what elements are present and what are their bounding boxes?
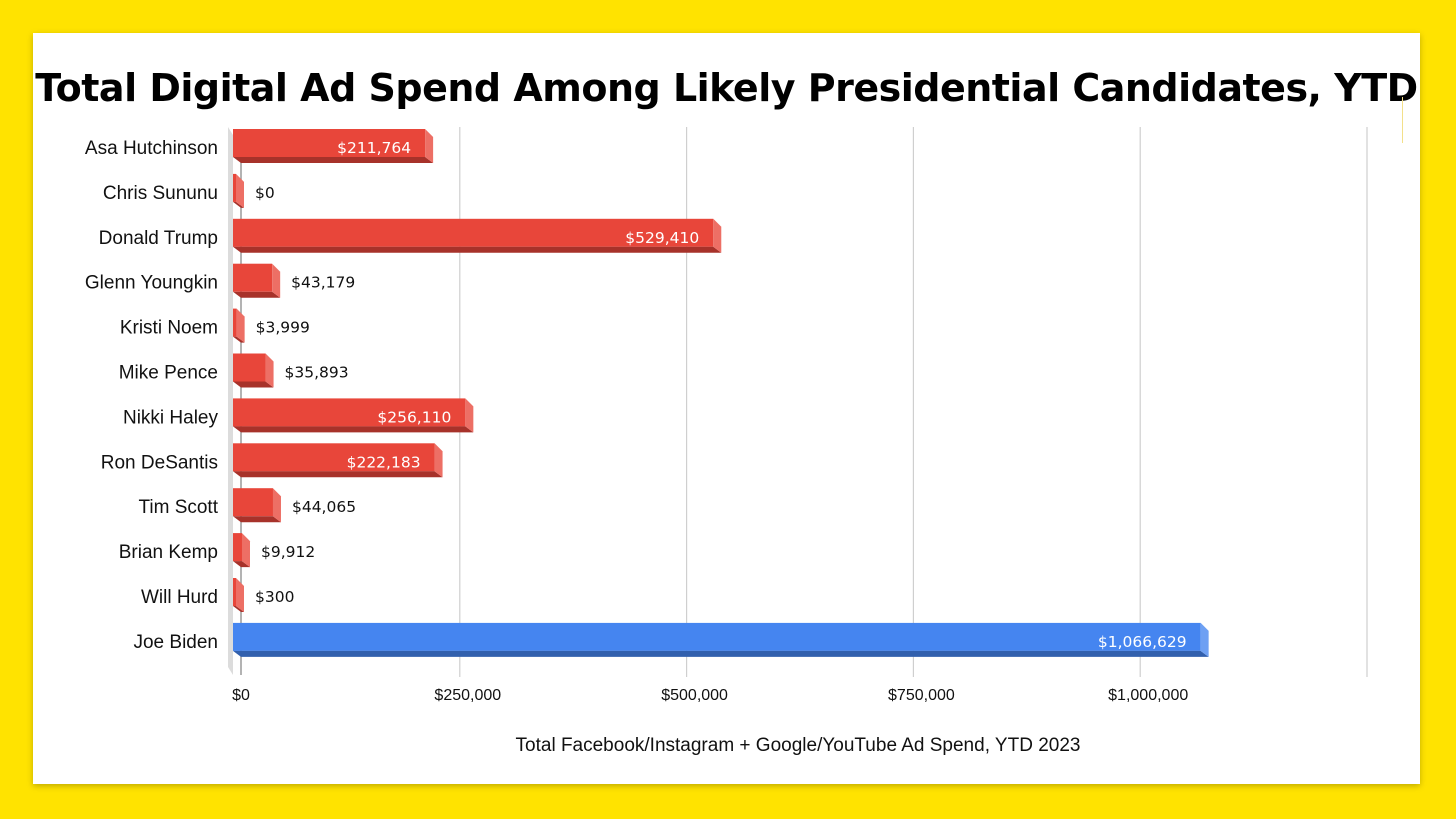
- bar-end-face: [272, 488, 281, 523]
- category-label: Chris Sununu: [103, 183, 218, 204]
- bar-end-face: [425, 129, 434, 163]
- bar: [233, 173, 236, 202]
- x-tick-label: $500,000: [661, 687, 728, 704]
- bar: [233, 533, 242, 562]
- decorative-line: [1402, 97, 1403, 143]
- x-tick-label: $750,000: [888, 687, 955, 704]
- bar-bottom-face: [233, 561, 250, 568]
- bar: [233, 488, 273, 517]
- chart-title: Total Digital Ad Spend Among Likely Pres…: [35, 66, 1418, 110]
- x-tick-label: $1,000,000: [1108, 687, 1188, 704]
- bars: [233, 129, 1209, 657]
- bar-bottom-face: [233, 650, 1209, 657]
- category-label: Kristi Noem: [120, 318, 218, 339]
- bar: [233, 218, 714, 247]
- bar-bottom-face: [233, 336, 245, 343]
- value-label: $0: [255, 184, 275, 202]
- bar-end-face: [236, 308, 245, 343]
- bar: [233, 353, 266, 382]
- value-label: $43,179: [291, 274, 355, 292]
- value-label: $9,912: [261, 543, 315, 561]
- value-label: $3,999: [256, 319, 310, 337]
- category-label: Mike Pence: [119, 363, 218, 384]
- value-label: $35,893: [285, 364, 349, 382]
- bar-bottom-face: [233, 516, 281, 523]
- value-label: $1,066,629: [1098, 633, 1187, 651]
- value-label: $256,110: [377, 408, 451, 426]
- x-axis-title: Total Facebook/Instagram + Google/YouTub…: [516, 735, 1081, 756]
- value-label: $529,410: [625, 229, 699, 247]
- bar-end-face: [236, 173, 244, 208]
- bar-end-face: [272, 263, 281, 298]
- bar-end-face: [434, 443, 443, 478]
- value-label: $300: [255, 588, 294, 606]
- axis-wall: [228, 127, 233, 675]
- bar: [233, 398, 466, 427]
- category-label: Will Hurd: [141, 587, 218, 608]
- labels: $0 $250,000 $500,000 $750,000 $1,000,000 Asa …: [85, 138, 1188, 704]
- bar-bottom-face: [233, 381, 274, 388]
- value-label: $222,183: [347, 453, 421, 471]
- category-label: Donald Trump: [99, 228, 218, 249]
- bar: [233, 443, 435, 472]
- bar: [233, 263, 273, 292]
- bar-end-face: [265, 353, 274, 388]
- category-label: Brian Kemp: [119, 542, 218, 563]
- value-label: $211,764: [337, 139, 411, 157]
- bar-end-face: [241, 533, 250, 568]
- category-label: Ron DeSantis: [101, 452, 218, 473]
- bar-end-face: [713, 218, 722, 253]
- bar-end-face: [465, 398, 474, 433]
- bar-bottom-face: [233, 246, 722, 253]
- value-label: $44,065: [292, 498, 356, 516]
- bar-bottom-face: [233, 157, 434, 163]
- x-tick-label: $0: [232, 687, 250, 704]
- bar: [233, 129, 426, 157]
- category-label: Asa Hutchinson: [85, 138, 218, 159]
- bar-bottom-face: [233, 291, 281, 298]
- category-label: Glenn Youngkin: [85, 273, 218, 294]
- x-tick-label: $250,000: [434, 687, 501, 704]
- bar-bottom-face: [233, 471, 443, 478]
- bar: [233, 622, 1201, 651]
- bar-end-face: [1200, 622, 1209, 657]
- bar-end-face: [236, 578, 244, 612]
- category-label: Tim Scott: [138, 497, 218, 518]
- bar-bottom-face: [233, 606, 244, 612]
- category-label: Nikki Haley: [123, 407, 219, 428]
- bar: [233, 308, 237, 337]
- bar: [233, 578, 236, 606]
- bar-bottom-face: [233, 426, 474, 433]
- bar-bottom-face: [233, 201, 244, 208]
- category-label: Joe Biden: [133, 632, 218, 653]
